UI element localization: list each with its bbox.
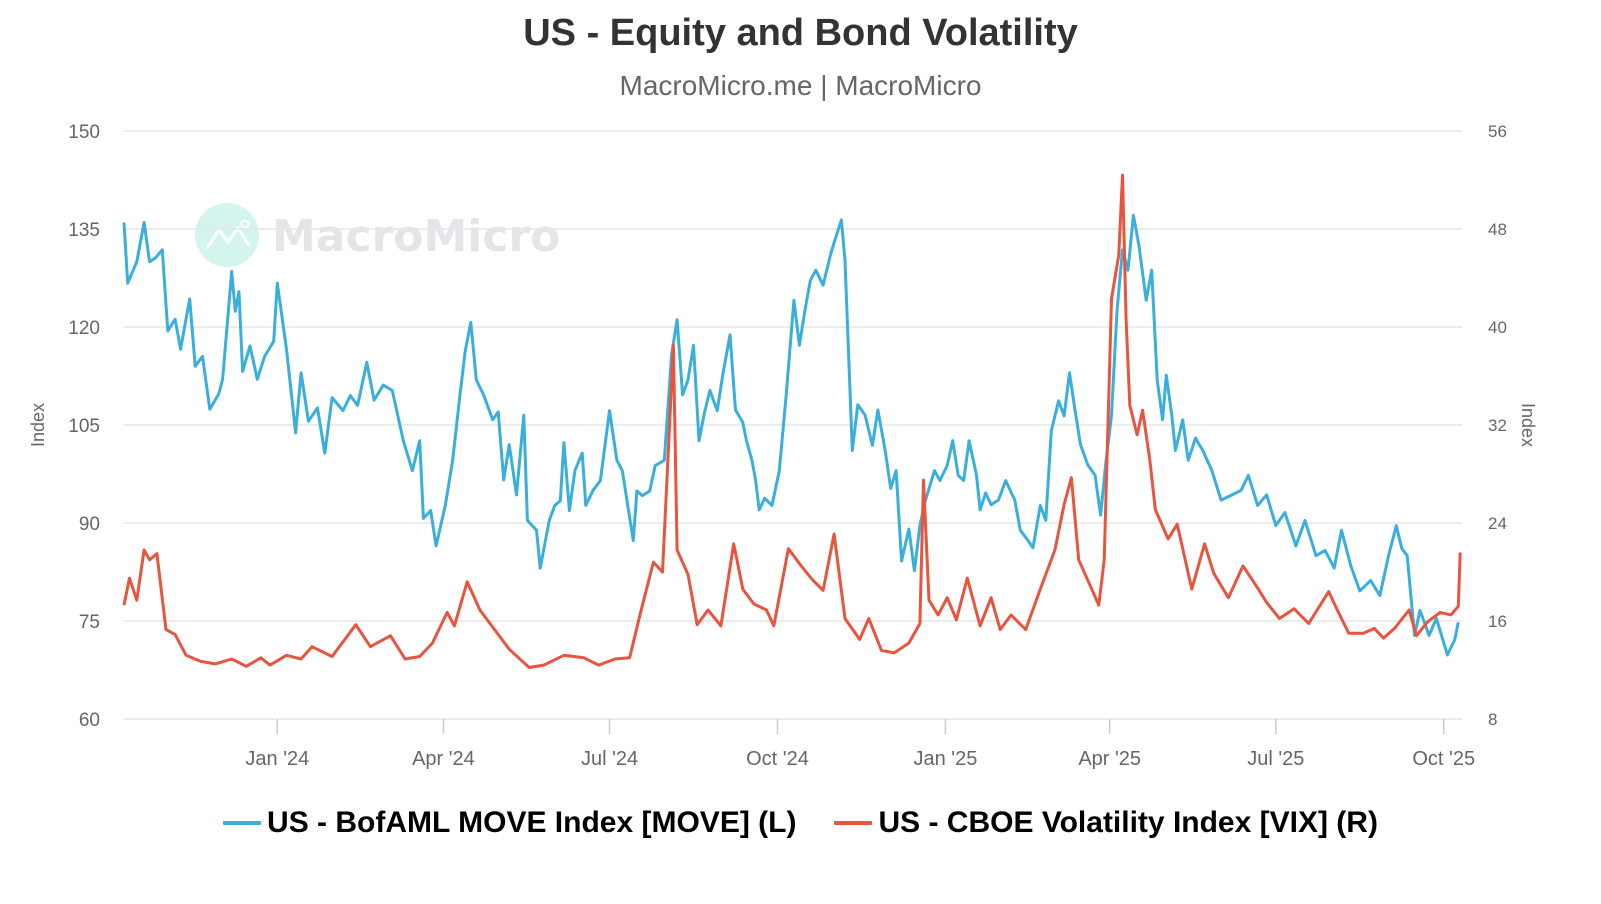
x-tick-label: Jan '25 xyxy=(913,748,977,770)
y-right-tick-label: 8 xyxy=(1488,710,1497,729)
x-tick-label: Oct '25 xyxy=(1412,748,1475,770)
x-tick-label: Apr '24 xyxy=(412,748,475,770)
y-right-tick-label: 48 xyxy=(1488,220,1507,239)
y-axis-left: 60 75 90 105 120 135 150 xyxy=(68,122,100,731)
x-axis: Jan '24 Apr '24 Jul '24 Oct '24 Jan '25 Apr '… xyxy=(245,719,1475,770)
y-right-tick-label: 24 xyxy=(1488,514,1507,533)
x-tick-label: Jan '24 xyxy=(245,748,309,770)
y-left-tick-label: 75 xyxy=(79,612,100,633)
x-tick-label: Oct '24 xyxy=(746,748,809,770)
watermark-text: MacroMicro xyxy=(272,211,560,262)
legend-item-move[interactable]: US - BofAML MOVE Index [MOVE] (L) xyxy=(223,806,796,840)
y-right-tick-label: 40 xyxy=(1488,318,1507,337)
y-left-tick-label: 60 xyxy=(79,710,100,731)
watermark-logo-dot xyxy=(240,219,250,229)
legend-swatch-move xyxy=(223,821,262,825)
x-tick-label: Jul '25 xyxy=(1247,748,1304,770)
y-axis-right-title: Index xyxy=(1518,403,1538,447)
y-left-tick-label: 90 xyxy=(79,514,100,535)
chart-subtitle: MacroMicro.me | MacroMicro xyxy=(619,70,982,101)
x-tick-label: Jul '24 xyxy=(581,748,638,770)
y-right-tick-label: 16 xyxy=(1488,612,1507,631)
y-left-tick-label: 135 xyxy=(68,220,100,241)
x-tick-label: Apr '25 xyxy=(1078,748,1141,770)
legend-label-move: US - BofAML MOVE Index [MOVE] (L) xyxy=(267,806,797,839)
watermark-logo-icon xyxy=(195,203,259,267)
legend: US - BofAML MOVE Index [MOVE] (L) US - C… xyxy=(0,806,1601,840)
legend-label-vix: US - CBOE Volatility Index [VIX] (R) xyxy=(878,806,1378,839)
legend-item-vix[interactable]: US - CBOE Volatility Index [VIX] (R) xyxy=(834,806,1378,840)
watermark: MacroMicro xyxy=(195,203,560,267)
y-right-tick-label: 32 xyxy=(1488,416,1507,435)
y-left-tick-label: 105 xyxy=(68,416,100,437)
y-axis-right: 8 16 24 32 40 48 56 xyxy=(1488,122,1507,729)
y-left-tick-label: 150 xyxy=(68,122,100,143)
y-axis-left-title: Index xyxy=(28,403,48,447)
series-lines xyxy=(122,173,1462,669)
series-line-move[interactable] xyxy=(122,213,1460,657)
chart-title: US - Equity and Bond Volatility xyxy=(523,12,1078,54)
y-left-tick-label: 120 xyxy=(68,318,100,339)
watermark-logo-mark xyxy=(205,225,251,249)
series-line-vix[interactable] xyxy=(122,173,1462,669)
y-right-tick-label: 56 xyxy=(1488,122,1507,141)
legend-swatch-vix xyxy=(834,821,873,825)
